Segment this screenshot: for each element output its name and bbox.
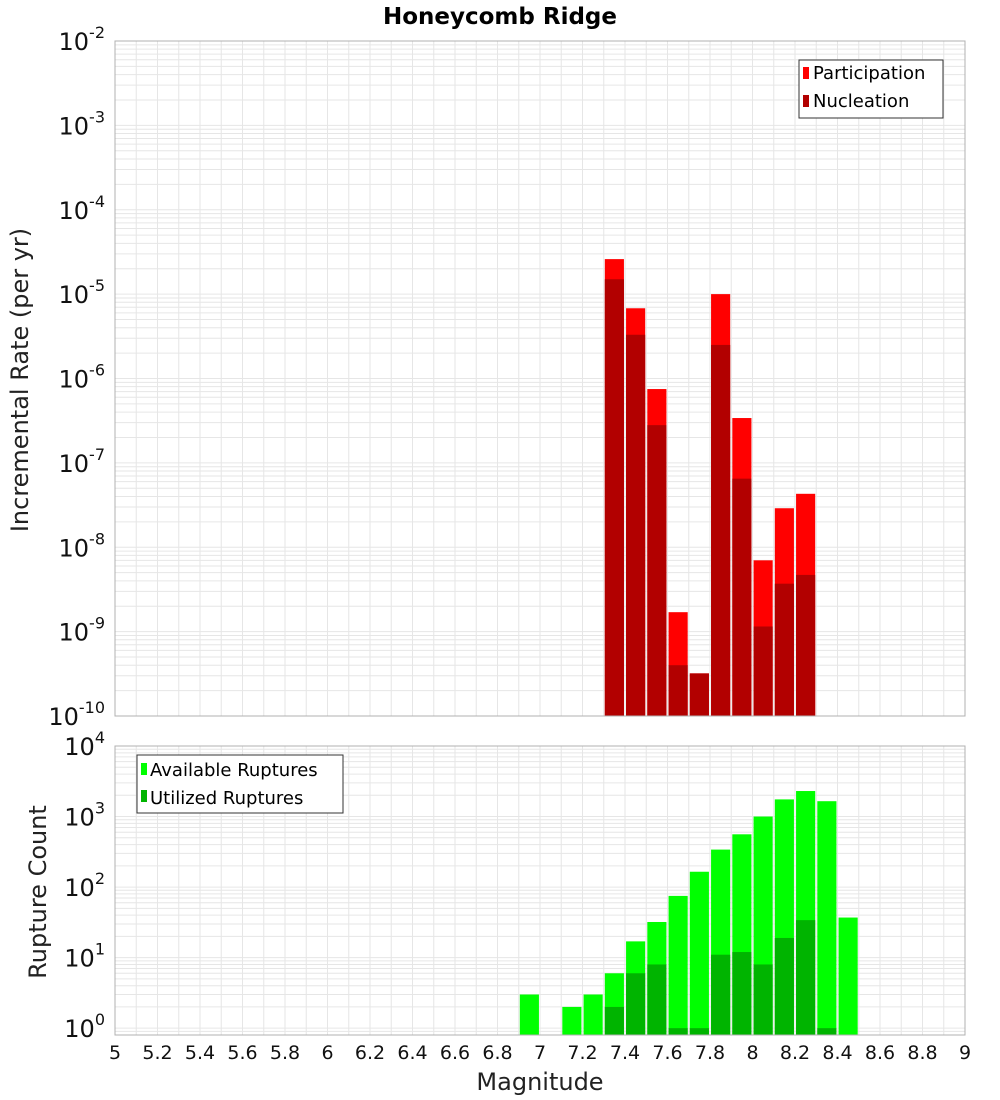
- rate-y-ticks: 10-2 10-3 10-4 10-5 10-6 10-7 10-8 10-9 10-10: [48, 23, 105, 731]
- bar-nucleation: [774, 583, 794, 716]
- bar-nucleation: [668, 665, 688, 716]
- x-tick-label: 5.4: [185, 1042, 215, 1064]
- x-tick-label: 7.4: [610, 1042, 640, 1064]
- y-tick-label: 10-4: [59, 192, 106, 225]
- x-tick-label: 9: [959, 1042, 971, 1064]
- bar-utilized: [796, 920, 816, 1035]
- y-tick-label: 103: [64, 799, 105, 832]
- count-bars: [519, 791, 858, 1035]
- bar-nucleation: [604, 279, 624, 716]
- legend-label-available: Available Ruptures: [150, 760, 318, 781]
- count-y-axis-label: Rupture Count: [24, 805, 52, 979]
- legend-label-nucleation: Nucleation: [813, 91, 909, 112]
- count-plot-frame: [114, 745, 966, 1036]
- count-panel: 104 103 102 101 100 5 5.2 5.4 5.6 5.8 6 6.2 6.4 6.6 6…: [24, 728, 971, 1096]
- bar-available: [689, 871, 709, 1035]
- x-tick-label: 6.2: [355, 1042, 385, 1064]
- bar-utilized: [668, 1028, 688, 1035]
- x-tick-label: 8.8: [907, 1042, 937, 1064]
- x-tick-label: 5.8: [270, 1042, 300, 1064]
- legend-label-participation: Participation: [813, 63, 925, 84]
- bar-utilized: [689, 1028, 709, 1035]
- x-tick-label: 7.8: [695, 1042, 725, 1064]
- y-tick-label: 10-3: [59, 107, 106, 140]
- legend-swatch-nucleation: [803, 95, 809, 107]
- legend-label-utilized: Utilized Ruptures: [150, 788, 303, 809]
- x-tick-label: 6.4: [397, 1042, 427, 1064]
- y-tick-label: 104: [64, 728, 105, 761]
- bar-nucleation: [796, 574, 816, 716]
- chart-title: Honeycomb Ridge: [383, 4, 617, 30]
- x-tick-label: 6.8: [482, 1042, 512, 1064]
- bar-utilized: [604, 1006, 624, 1035]
- x-tick-label: 8.4: [822, 1042, 852, 1064]
- bar-utilized: [753, 964, 773, 1035]
- count-legend: Available Ruptures Utilized Ruptures: [136, 754, 344, 814]
- bar-utilized: [626, 973, 646, 1035]
- bar-nucleation: [753, 626, 773, 716]
- x-tick-label: 7: [534, 1042, 546, 1064]
- bar-utilized: [647, 964, 667, 1035]
- bar-available: [583, 994, 603, 1035]
- bar-utilized: [774, 937, 794, 1035]
- legend-swatch-participation: [803, 67, 809, 79]
- y-tick-label: 10-5: [59, 276, 106, 309]
- x-tick-label: 5.2: [142, 1042, 172, 1064]
- y-tick-label: 10-10: [48, 698, 105, 731]
- y-tick-label: 10-9: [59, 614, 106, 647]
- bar-nucleation: [732, 478, 752, 716]
- rate-legend: Participation Nucleation: [798, 59, 944, 119]
- bar-available: [519, 994, 539, 1035]
- count-legend-box: [136, 754, 344, 814]
- legend-swatch-available: [141, 763, 147, 775]
- x-tick-label: 6: [321, 1042, 333, 1064]
- y-tick-label: 100: [64, 1010, 105, 1043]
- rate-bars: [604, 259, 816, 716]
- rate-y-axis-label: Incremental Rate (per yr): [6, 228, 34, 532]
- legend-swatch-utilized: [141, 790, 147, 802]
- y-tick-label: 10-2: [59, 23, 106, 56]
- rate-grid: [114, 40, 966, 717]
- bar-available: [838, 917, 858, 1035]
- bar-available: [668, 895, 688, 1035]
- x-tick-label: 8.6: [865, 1042, 895, 1064]
- x-tick-label: 8.2: [780, 1042, 810, 1064]
- count-y-ticks: 104 103 102 101 100: [64, 728, 105, 1043]
- y-tick-label: 102: [64, 869, 105, 902]
- x-tick-label: 6.6: [440, 1042, 470, 1064]
- bar-utilized: [732, 952, 752, 1035]
- magnitude-x-ticks: 5 5.2 5.4 5.6 5.8 6 6.2 6.4 6.6 6.8 7 7.2 7.4 7.6 7.8 8…: [109, 1042, 971, 1064]
- y-tick-label: 10-6: [59, 361, 106, 394]
- bar-available: [562, 1006, 582, 1035]
- y-tick-label: 101: [64, 940, 105, 973]
- bar-nucleation: [711, 344, 731, 716]
- y-tick-label: 10-7: [59, 445, 106, 478]
- bar-nucleation: [626, 334, 646, 716]
- rate-legend-box: [798, 59, 944, 119]
- x-tick-label: 7.6: [652, 1042, 682, 1064]
- rate-panel: 10-2 10-3 10-4 10-5 10-6 10-7 10-8 10-9 10-10 Ho…: [6, 4, 966, 731]
- x-tick-label: 8: [746, 1042, 758, 1064]
- x-tick-label: 5.6: [227, 1042, 257, 1064]
- bar-nucleation: [689, 673, 709, 716]
- rate-plot-frame: [114, 40, 966, 717]
- bar-available: [817, 801, 837, 1035]
- bar-nucleation: [647, 425, 667, 716]
- y-tick-label: 10-8: [59, 529, 106, 562]
- x-tick-label: 7.2: [567, 1042, 597, 1064]
- bar-utilized: [711, 954, 731, 1035]
- x-tick-label: 5: [109, 1042, 121, 1064]
- bar-utilized: [817, 1028, 837, 1035]
- x-axis-label: Magnitude: [476, 1068, 603, 1096]
